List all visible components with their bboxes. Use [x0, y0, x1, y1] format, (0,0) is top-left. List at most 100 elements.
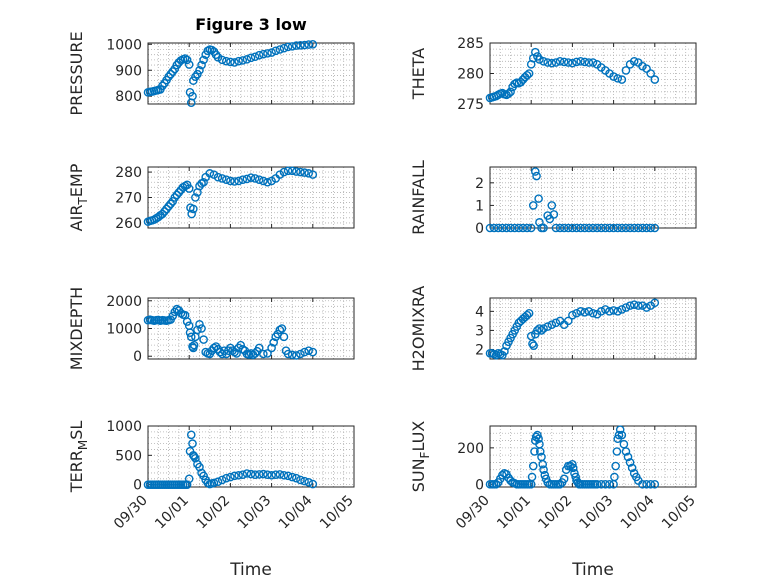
data-point	[580, 223, 590, 233]
data-point	[592, 223, 602, 233]
data-point	[193, 325, 202, 335]
data-point	[189, 452, 199, 461]
data-point	[535, 447, 545, 456]
data-point	[263, 349, 272, 358]
data-point	[563, 58, 573, 67]
data-point	[283, 349, 293, 359]
data-point	[576, 307, 585, 316]
data-point	[617, 305, 627, 314]
y-tick-label: 2000	[106, 294, 142, 310]
data-point	[642, 64, 651, 73]
data-point	[186, 430, 196, 440]
data-point	[527, 472, 537, 482]
y-label-subscript: M	[76, 440, 90, 450]
subplot-rainfall: 0 1 2 RAINFALL	[409, 160, 697, 237]
data-point	[596, 307, 606, 316]
data-point	[493, 223, 503, 233]
y-label-main: TERR	[67, 450, 86, 493]
data-point	[543, 58, 552, 67]
data-point	[250, 349, 260, 358]
data-point	[246, 173, 256, 182]
data-point	[259, 469, 268, 479]
data-point	[287, 472, 297, 482]
data-point	[308, 347, 318, 357]
series-markers	[143, 39, 318, 108]
y-label-subscript: T	[76, 197, 90, 206]
data-point	[629, 57, 639, 66]
data-point	[234, 56, 243, 66]
data-point	[555, 57, 565, 66]
data-point	[563, 316, 573, 326]
y-tick-label: 0	[475, 221, 484, 237]
data-point	[538, 459, 548, 469]
data-point	[605, 479, 614, 489]
data-point	[522, 71, 532, 80]
y-tick-label: 280	[457, 67, 484, 83]
data-point	[162, 204, 171, 214]
data-point	[236, 340, 245, 350]
data-point	[524, 69, 534, 78]
data-point	[576, 57, 585, 66]
data-point	[271, 46, 281, 56]
data-point	[185, 328, 195, 337]
y-tick-label: 1	[475, 198, 484, 214]
data-point	[627, 463, 637, 473]
data-point	[199, 177, 208, 187]
data-point	[613, 74, 623, 83]
data-point	[530, 447, 539, 456]
data-point	[568, 223, 577, 233]
data-point	[283, 471, 293, 481]
y-tick-label: 0	[133, 478, 142, 494]
data-point	[613, 307, 623, 316]
data-point	[588, 308, 598, 318]
data-point	[531, 432, 541, 442]
data-point	[296, 41, 305, 50]
data-point	[547, 201, 557, 210]
data-point	[584, 223, 594, 233]
data-point	[537, 326, 546, 335]
data-point	[195, 320, 204, 329]
data-point	[623, 452, 633, 462]
data-point	[610, 472, 619, 482]
data-point	[621, 66, 631, 75]
data-point	[568, 310, 577, 320]
data-point	[539, 223, 548, 233]
series-markers	[143, 166, 318, 226]
y-tick-label: 200	[457, 441, 484, 457]
data-point	[549, 210, 559, 219]
data-point	[617, 75, 627, 84]
data-point	[510, 223, 520, 233]
data-point	[559, 474, 569, 484]
data-point	[642, 223, 651, 233]
data-point	[254, 175, 264, 185]
data-point	[625, 301, 635, 310]
data-point	[304, 478, 313, 487]
data-point	[259, 349, 268, 359]
data-point	[250, 470, 260, 479]
data-point	[292, 41, 301, 50]
data-point	[646, 479, 655, 489]
data-point	[242, 174, 252, 184]
data-point	[531, 47, 540, 57]
data-point	[650, 479, 660, 489]
data-point	[559, 57, 569, 67]
data-point	[516, 77, 526, 87]
data-point	[172, 190, 182, 200]
data-point	[246, 469, 256, 479]
data-point	[158, 81, 167, 91]
data-point	[226, 472, 235, 482]
data-point	[551, 58, 561, 67]
data-point	[300, 40, 309, 50]
data-point	[489, 223, 499, 233]
data-point	[646, 69, 655, 78]
subplot-mixdepth: 0 1000 2000 MIXDEPTH	[67, 287, 355, 370]
data-point	[625, 223, 635, 233]
data-point	[199, 471, 208, 481]
data-point	[572, 308, 581, 318]
data-point	[629, 223, 639, 233]
data-point	[184, 184, 194, 193]
data-point	[580, 307, 590, 317]
data-point	[528, 201, 538, 210]
figure-title: Figure 3 low	[195, 15, 307, 34]
data-point	[189, 340, 199, 350]
